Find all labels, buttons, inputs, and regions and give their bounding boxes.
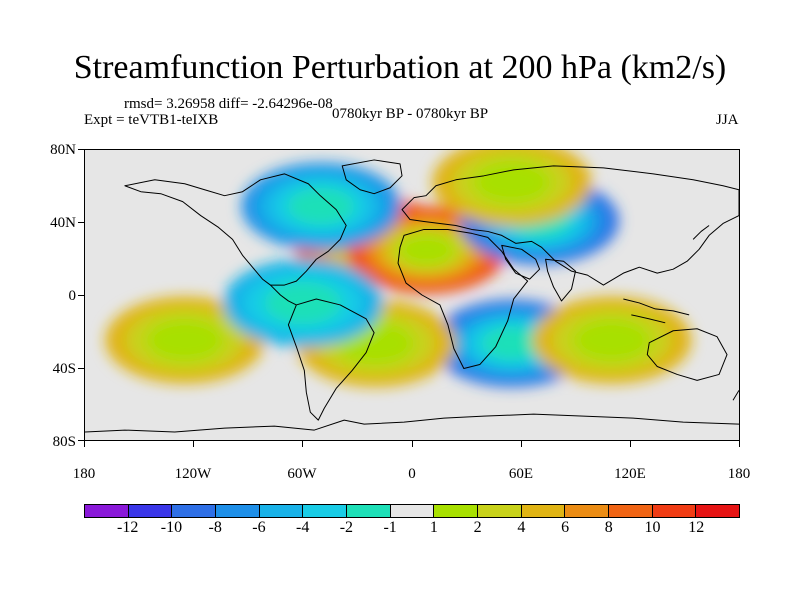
colorbar-swatch [216, 505, 260, 517]
lon-tick [84, 441, 85, 447]
colorbar-label: 2 [473, 519, 482, 536]
colorbar-swatch [303, 505, 348, 517]
colorbar-label: -8 [208, 519, 222, 536]
rmsd-diff-text: rmsd= 3.26958 diff= -2.64296e-08 [124, 96, 333, 112]
colorbar-swatch [478, 505, 522, 517]
coast-india [545, 258, 576, 302]
lat-tick [78, 295, 84, 296]
colorbar-label: -4 [295, 519, 310, 536]
coast-eurasia [401, 165, 739, 286]
colorbar-label: -10 [160, 519, 183, 536]
lon-label: 60W [287, 466, 317, 482]
colorbar-label: -1 [383, 519, 397, 536]
colorbar-swatch [128, 505, 173, 517]
colorbar-label: 6 [561, 519, 570, 536]
lat-label: 40S [52, 361, 76, 377]
field-contour [398, 234, 455, 266]
lon-label: 180 [72, 466, 96, 482]
colorbar-label: 1 [429, 519, 438, 536]
coast-australia [646, 328, 728, 381]
lat-tick [78, 440, 84, 441]
lat-label: 40N [50, 215, 76, 231]
plot-title: Streamfunction Perturbation at 200 hPa (… [73, 49, 727, 86]
lon-label: 60E [508, 466, 534, 482]
lon-label: 0 [408, 466, 416, 482]
coast-antarctica [85, 413, 739, 433]
experiment-label: Expt = teVTB1-teIXB [84, 112, 219, 128]
lon-tick [630, 441, 631, 447]
lon-tick [521, 441, 522, 447]
lat-tick [78, 222, 84, 223]
field-contour [573, 318, 651, 362]
field-contour [481, 326, 543, 361]
colorbar-label: 10 [644, 519, 661, 536]
colorbar-swatch [390, 505, 435, 517]
lon-tick [302, 441, 303, 447]
colorbar [84, 504, 740, 518]
colorbar-label: 4 [517, 519, 526, 536]
coast-central-america [270, 284, 297, 306]
lat-tick [78, 368, 84, 369]
field-contour [146, 318, 224, 362]
coast-indonesia [623, 298, 690, 324]
field-contour [473, 161, 551, 204]
coast-south-america [287, 298, 375, 421]
colorbar-label: 12 [688, 519, 705, 536]
lat-label: 0 [68, 288, 77, 304]
colorbar-label: -6 [252, 519, 266, 536]
colorbar-swatch [172, 505, 217, 517]
colorbar-swatch [609, 505, 653, 517]
lon-tick [193, 441, 194, 447]
colorbar-swatch [565, 505, 610, 517]
coast-africa [397, 228, 529, 369]
colorbar-swatch [434, 505, 479, 517]
streamfunction-map [84, 149, 740, 441]
lon-label: 120E [614, 466, 646, 482]
coast-arabia [501, 244, 541, 280]
season-label: JJA [716, 112, 739, 128]
lat-label: 80N [50, 142, 76, 158]
coast-new-zealand [732, 390, 739, 401]
lon-tick [412, 441, 413, 447]
colorbar-label: -2 [339, 519, 354, 536]
lon-label: 120W [174, 466, 212, 482]
colorbar-label: 8 [604, 519, 613, 536]
colorbar-swatch [521, 505, 566, 517]
colorbar-swatch [696, 505, 740, 517]
coastlines [85, 159, 739, 433]
lat-tick [78, 149, 84, 150]
coast-north-america [124, 173, 347, 286]
map-svg [85, 150, 739, 440]
field-contour [287, 188, 355, 225]
colorbar-swatch [652, 505, 697, 517]
coast-japan [692, 225, 710, 240]
colorbar-swatch [347, 505, 391, 517]
lon-label: 180 [727, 466, 751, 482]
period-label: 0780kyr BP - 0780kyr BP [331, 106, 489, 122]
lon-tick [739, 441, 740, 447]
colorbar-swatch [259, 505, 304, 517]
lat-label: 80S [52, 434, 76, 450]
colorbar-swatch [85, 505, 129, 517]
colorbar-label: -12 [117, 519, 139, 536]
coast-greenland [341, 159, 403, 195]
